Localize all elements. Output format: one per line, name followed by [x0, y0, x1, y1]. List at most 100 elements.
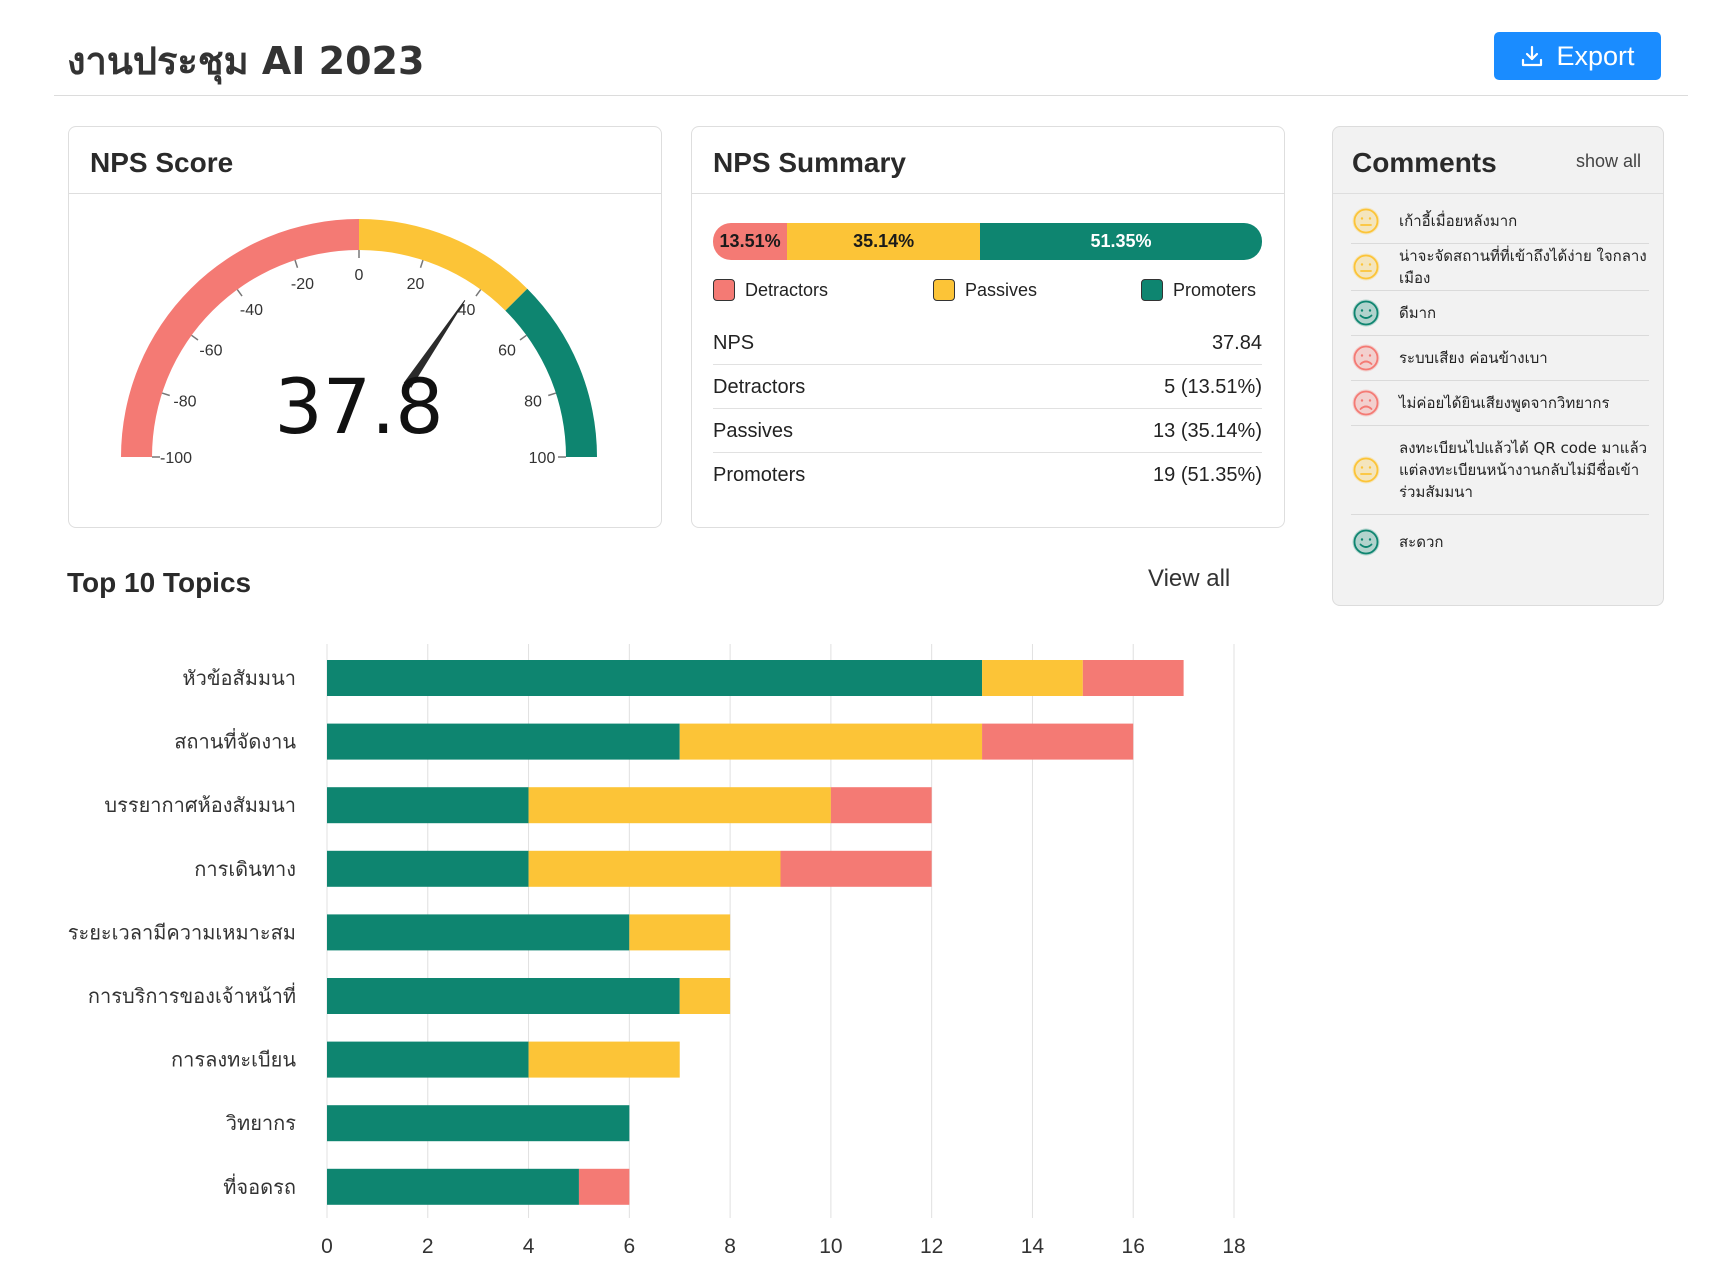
row-divider: [713, 364, 1262, 365]
comment-item[interactable]: ไม่ค่อยได้ยินเสียงพูดจากวิทยากร: [1351, 381, 1649, 425]
stat-value: 19 (51.35%): [1153, 463, 1262, 486]
legend-swatch: [933, 279, 955, 301]
gauge-tick-label: -20: [291, 276, 314, 293]
comment-item[interactable]: ระบบเสียง ค่อนข้างเบา: [1351, 336, 1649, 380]
neutral-face-icon: [1352, 456, 1380, 484]
nps-summary-card: NPS Summary 13.51% 35.14% 51.35% Detract…: [691, 126, 1285, 528]
comment-text: ดีมาก: [1399, 304, 1437, 322]
bar-passives: [629, 914, 731, 951]
gauge-tick: [191, 334, 199, 341]
comment-divider: [1351, 380, 1649, 381]
comments-title: Comments: [1352, 147, 1497, 178]
bar-passives: [679, 723, 983, 760]
gauge-tick-label: -80: [173, 393, 196, 410]
nps-gauge-value: 37.8: [274, 362, 443, 451]
stat-label: NPS: [713, 331, 755, 354]
promoters-segment: 51.35%: [980, 223, 1262, 260]
stat-row-detractors: Detractors 5 (13.51%): [713, 365, 1262, 409]
category-label: หัวข้อสัมมนา: [182, 666, 296, 690]
gauge-tick-label: 60: [498, 342, 516, 359]
stat-label: Detractors: [713, 375, 806, 398]
category-label: วิทยากร: [226, 1111, 296, 1135]
bar-detractors: [830, 787, 932, 824]
comment-item[interactable]: ดีมาก: [1351, 291, 1649, 335]
legend-promoters: Promoters: [1141, 279, 1256, 301]
stat-value: 37.84: [1211, 331, 1262, 354]
gauge-tick: [419, 259, 424, 268]
bar-detractors: [578, 1168, 630, 1205]
bar-detractors: [982, 723, 1134, 760]
passives-segment: 35.14%: [787, 223, 981, 260]
stat-value: 13 (35.14%): [1153, 419, 1262, 442]
comment-divider: [1351, 290, 1649, 291]
comment-text: ระบบเสียง ค่อนข้างเบา: [1399, 349, 1548, 367]
category-label: ระยะเวลามีความเหมาะสม: [68, 920, 296, 944]
neutral-face-icon: [1352, 207, 1380, 235]
legend-detractors: Detractors: [713, 279, 828, 301]
gauge-tick-label: 0: [355, 267, 364, 284]
bar-detractors: [1082, 660, 1184, 696]
row-divider: [713, 408, 1262, 409]
gauge-zone-passive: [359, 219, 528, 311]
bar-promoters: [327, 1041, 529, 1078]
bar-promoters: [327, 787, 529, 824]
comment-item[interactable]: เก้าอี้เมื่อยหลังมาก: [1351, 199, 1649, 243]
smile-face-icon: [1352, 528, 1380, 556]
x-tick-label: 2: [422, 1235, 434, 1258]
nps-summary-title: NPS Summary: [713, 147, 906, 178]
gauge-tick: [519, 334, 527, 341]
x-tick-label: 4: [523, 1235, 535, 1258]
bar-passives: [679, 978, 731, 1014]
gauge-tick-label: -40: [240, 302, 263, 319]
comment-text: ไม่ค่อยได้ยินเสียงพูดจากวิทยากร: [1399, 394, 1610, 412]
bar-promoters: [327, 1168, 579, 1205]
stat-row-promoters: Promoters 19 (51.35%): [713, 453, 1262, 497]
topics-title: Top 10 Topics: [67, 567, 252, 598]
nps-score-card: NPS Score -100 -80 -60 -40 -20 0 20 40 60 80 100 3…: [68, 126, 662, 528]
comment-item[interactable]: สะดวก: [1351, 515, 1649, 569]
gauge-tick-label: 100: [529, 450, 556, 467]
category-label: ที่จอดรถ: [223, 1173, 296, 1199]
x-tick-label: 10: [819, 1235, 842, 1258]
stat-row-passives: Passives 13 (35.14%): [713, 409, 1262, 453]
comment-text: เก้าอี้เมื่อยหลังมาก: [1399, 212, 1518, 230]
show-all-link[interactable]: show all: [1575, 151, 1641, 171]
gauge-tick: [548, 392, 557, 397]
category-label: บรรยากาศห้องสัมมนา: [104, 793, 296, 817]
bar-promoters: [327, 660, 983, 696]
x-tick-label: 6: [623, 1235, 635, 1258]
bar-promoters: [327, 978, 680, 1014]
view-all-link[interactable]: View all: [1148, 565, 1231, 592]
nps-distribution-bar: 13.51% 35.14% 51.35%: [713, 223, 1262, 260]
comment-text: น่าจะจัดสถานที่ที่เข้าถึงได้ง่าย ใจกลางเ…: [1399, 247, 1647, 287]
card-divider: [1333, 193, 1663, 194]
comment-text: ลงทะเบียนไปแล้วได้ QR code มาแล้ว แต่ลงท…: [1399, 439, 1648, 501]
gauge-tick: [475, 289, 482, 297]
x-tick-label: 16: [1122, 1235, 1145, 1258]
page-title: งานประชุม AI 2023: [67, 39, 425, 83]
bar-passives: [528, 787, 831, 824]
bar-promoters: [327, 914, 630, 951]
export-button[interactable]: Export: [1494, 32, 1661, 80]
legend-swatch: [1141, 279, 1163, 301]
gauge-tick-label: 40: [458, 302, 476, 319]
stat-label: Passives: [713, 419, 794, 442]
x-tick-label: 8: [724, 1235, 736, 1258]
category-label: สถานที่จัดงาน: [174, 728, 296, 754]
legend-label: Passives: [965, 279, 1038, 300]
topics-bar-chart: 0 2 4 6 8 10 12 14 16 18 หัวข้อสัมมนาสถานที่จัดงาน…: [68, 644, 1246, 1258]
gauge-needle: [403, 300, 466, 388]
nps-gauge: -100 -80 -60 -40 -20 0 20 40 60 80 100 37.8: [121, 219, 597, 467]
comment-item[interactable]: ลงทะเบียนไปแล้วได้ QR code มาแล้ว แต่ลงท…: [1351, 426, 1649, 514]
comment-item[interactable]: น่าจะจัดสถานที่ที่เข้าถึงได้ง่าย ใจกลางเ…: [1351, 244, 1649, 290]
legend-label: Promoters: [1173, 279, 1257, 300]
gauge-tick: [294, 259, 299, 268]
stat-value: 5 (13.51%): [1164, 375, 1262, 398]
gauge-tick-label: 20: [407, 276, 425, 293]
x-tick-label: 12: [920, 1235, 943, 1258]
header-divider: [54, 95, 1688, 96]
comment-divider: [1351, 425, 1649, 426]
legend-label: Detractors: [745, 279, 829, 300]
comment-divider: [1351, 514, 1649, 515]
category-label: การเดินทาง: [194, 857, 296, 881]
